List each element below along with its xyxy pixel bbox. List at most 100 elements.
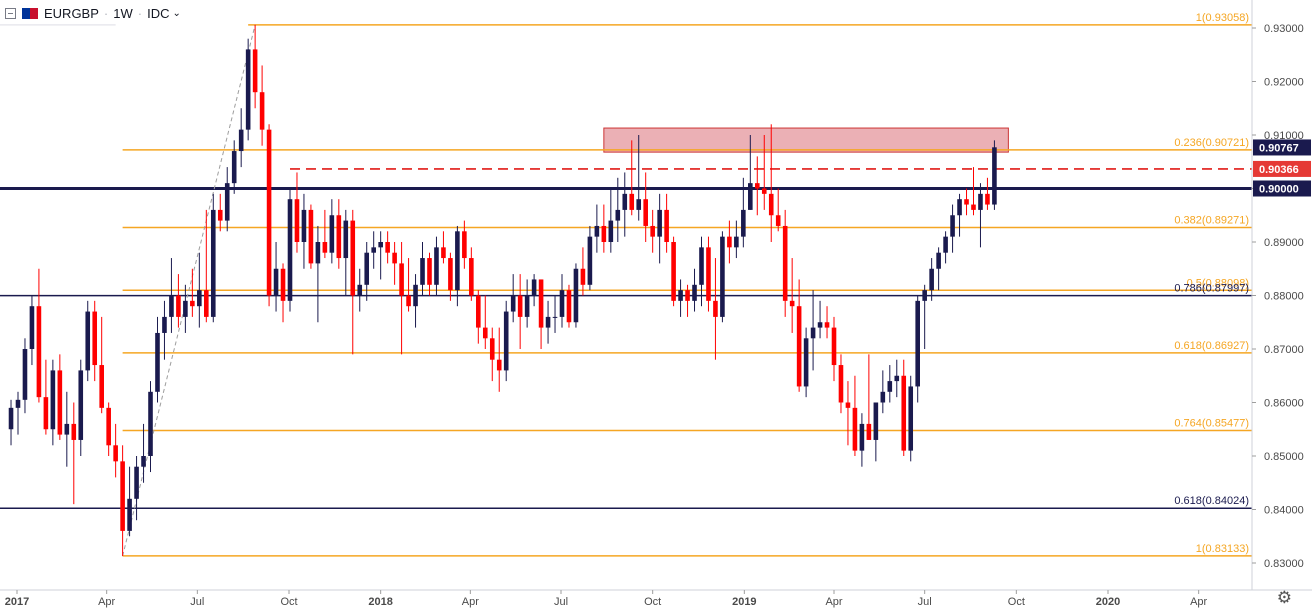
- candle: [706, 236, 711, 312]
- candle: [148, 381, 153, 473]
- candle-body: [462, 231, 467, 259]
- candle-body: [496, 359, 502, 371]
- candle-body: [280, 268, 286, 301]
- candle-body: [315, 242, 321, 264]
- price-tick-label: 0.92000: [1264, 77, 1304, 89]
- candle-body: [706, 247, 711, 301]
- time-tick-label: Jul: [554, 596, 568, 608]
- candle-body: [294, 199, 300, 242]
- candle-body: [329, 215, 335, 253]
- candle-body: [434, 247, 439, 285]
- candle-body: [120, 461, 125, 531]
- gear-icon[interactable]: ⚙: [1276, 588, 1292, 607]
- candle: [120, 445, 125, 557]
- candle: [43, 359, 49, 435]
- candle: [392, 242, 397, 285]
- candle: [71, 402, 77, 505]
- candle-body: [754, 183, 760, 189]
- price-tick-label: 0.88000: [1264, 291, 1304, 303]
- candle: [169, 258, 174, 333]
- candle: [273, 242, 279, 312]
- candle-body: [852, 407, 858, 451]
- candle: [992, 140, 997, 210]
- candle-body: [197, 290, 202, 307]
- candle: [22, 338, 28, 414]
- last-price-label: 0.90767: [1259, 142, 1299, 154]
- candle: [503, 300, 509, 382]
- candle-body: [657, 209, 662, 237]
- candle-body: [364, 252, 370, 285]
- candle: [552, 295, 558, 333]
- candle-body: [580, 268, 586, 285]
- candle-body: [22, 349, 28, 400]
- candle-body: [336, 215, 342, 259]
- candle: [36, 268, 42, 403]
- candle: [489, 327, 495, 382]
- candle: [266, 124, 272, 307]
- time-tick-label: Apr: [462, 596, 479, 608]
- interval-label[interactable]: 1W: [113, 5, 133, 21]
- candle-body: [552, 316, 558, 318]
- chevron-down-icon[interactable]: ⌄: [172, 7, 181, 19]
- candle-body: [901, 375, 907, 451]
- candle: [699, 236, 704, 307]
- candle: [894, 359, 900, 398]
- candle-body: [162, 316, 167, 333]
- candle-body: [866, 423, 872, 440]
- candle: [329, 199, 335, 264]
- price-tick-label: 0.83000: [1264, 558, 1304, 570]
- candle: [964, 188, 969, 216]
- candle: [734, 220, 739, 259]
- candle-body: [559, 290, 565, 317]
- candle-body: [985, 193, 990, 205]
- candle-body: [768, 193, 774, 216]
- symbol-name[interactable]: EURGBP: [44, 5, 99, 21]
- candle-body: [810, 327, 816, 339]
- candle: [204, 209, 209, 323]
- price-tick-label: 0.87000: [1264, 344, 1304, 356]
- candle: [197, 252, 202, 328]
- fib-level-label: 0.786(0.87997): [1174, 283, 1249, 295]
- candle-body: [15, 399, 21, 408]
- candle: [106, 402, 111, 456]
- candle-body: [64, 423, 70, 435]
- time-axis[interactable]: 2017 Apr Jul Oct 2018 Apr Jul Oct 2019 Apr Jul Oct 2…: [0, 589, 1312, 610]
- support-price-badge: [1253, 180, 1311, 197]
- price-tick-label: 0.85000: [1264, 451, 1304, 463]
- candle: [231, 140, 237, 194]
- horizontal-lines-layer: [0, 24, 1252, 190]
- candle-body: [636, 199, 642, 210]
- candle-body: [922, 290, 927, 301]
- candle-body: [992, 147, 997, 205]
- fib-labels-layer: 1(0.93058) 0.236(0.90721) 0.382(0.89271) 0.…: [1174, 12, 1249, 555]
- candle: [713, 258, 718, 360]
- candle: [859, 413, 865, 467]
- candle: [817, 300, 823, 339]
- candle: [901, 359, 907, 456]
- candle: [455, 225, 460, 307]
- candle: [183, 284, 188, 333]
- candle-body: [838, 365, 844, 403]
- price-axis[interactable]: 0.83000 0.84000 0.85000 0.86000 0.87000 0.880…: [1251, 0, 1312, 590]
- collapse-square-icon[interactable]: [5, 7, 16, 19]
- candle: [287, 188, 293, 312]
- candle: [650, 209, 655, 253]
- candle: [978, 183, 983, 248]
- candle: [741, 177, 746, 248]
- candle-body: [873, 402, 879, 440]
- candle-body: [266, 129, 272, 296]
- source-label[interactable]: IDC: [147, 5, 170, 21]
- candle: [301, 193, 307, 269]
- resistance-price-badge: [1253, 160, 1311, 177]
- candle-body: [169, 295, 174, 317]
- candle: [950, 204, 955, 253]
- candle: [664, 193, 669, 253]
- candle-body: [385, 242, 390, 253]
- candle-body: [782, 225, 788, 301]
- price-axis-background: [1252, 0, 1312, 590]
- candle: [587, 225, 593, 291]
- symbol-header[interactable]: EURGBP · 1W · IDC ⌄: [0, 0, 187, 26]
- candle: [259, 65, 265, 146]
- candle: [50, 359, 56, 446]
